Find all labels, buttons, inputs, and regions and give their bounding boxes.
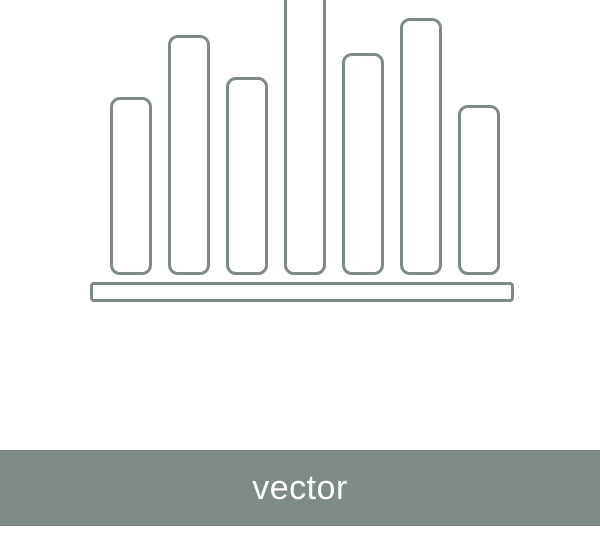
icon-canvas: vector [0,0,600,538]
baseline-bar [90,282,514,302]
footer-label: vector [252,469,348,508]
bar-4 [284,0,326,275]
bar-7 [458,105,500,275]
bar-3 [226,77,268,275]
bar-1 [110,97,152,275]
bars-group [0,0,600,275]
bar-chart-icon [0,0,600,450]
bar-2 [168,35,210,275]
footer-banner: vector [0,450,600,526]
bar-5 [342,53,384,275]
bar-6 [400,18,442,275]
